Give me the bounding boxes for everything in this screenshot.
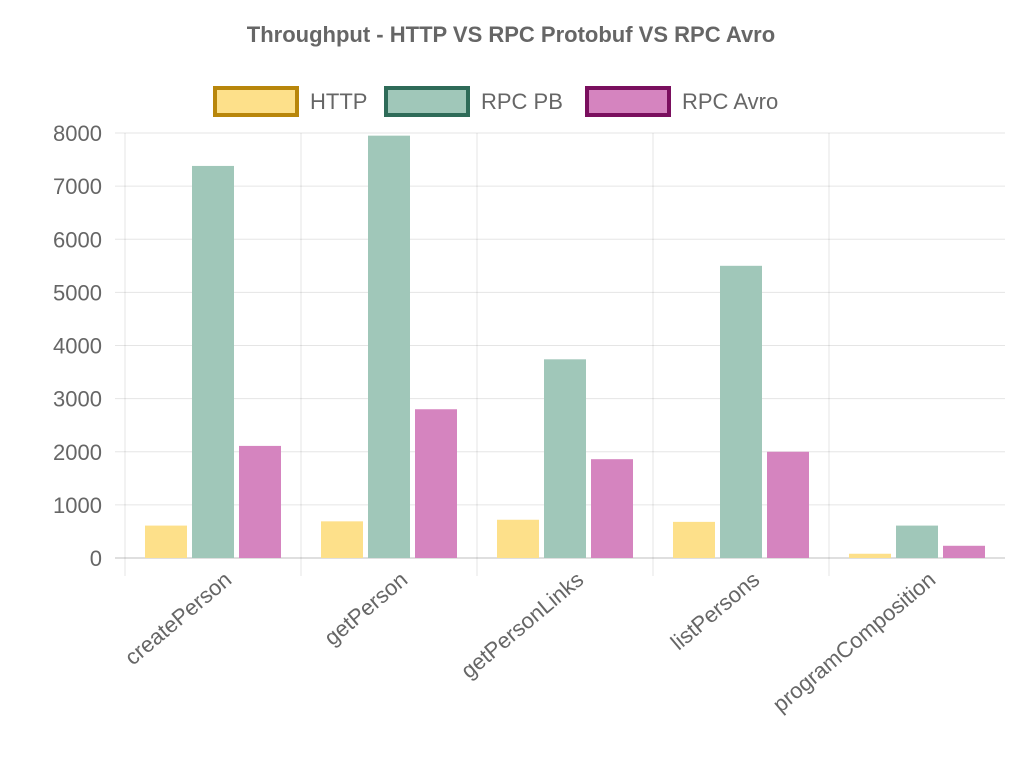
legend-swatch: [213, 86, 299, 117]
legend-label: RPC Avro: [682, 89, 778, 114]
legend-item-rpc-avro[interactable]: RPC Avro: [585, 86, 778, 117]
bar-http-listPersons[interactable]: [673, 521, 715, 558]
bar-rpc-pb-createPerson[interactable]: [192, 165, 234, 558]
y-tick-label: 8000: [53, 121, 102, 146]
x-axis-ticks: createPerson getPerson getPersonLinks listP…: [120, 567, 940, 717]
x-tick-label: programComposition: [768, 567, 940, 717]
bar-rpc-avro-getPersonLinks[interactable]: [591, 459, 633, 558]
y-tick-label: 0: [90, 546, 102, 571]
legend-swatch: [585, 86, 671, 117]
legend-swatch: [384, 86, 470, 117]
legend-item-http[interactable]: HTTP: [213, 86, 367, 117]
bar-http-programComposition[interactable]: [849, 553, 891, 558]
bar-rpc-pb-listPersons[interactable]: [720, 265, 762, 558]
x-tick-label: createPerson: [120, 567, 236, 670]
y-tick-label: 3000: [53, 387, 102, 412]
legend-item-rpc-pb[interactable]: RPC PB: [384, 86, 563, 117]
legend-label: HTTP: [310, 89, 367, 114]
y-tick-label: 4000: [53, 334, 102, 359]
bar-rpc-avro-listPersons[interactable]: [767, 451, 809, 558]
bar-http-createPerson[interactable]: [145, 525, 187, 558]
bar-rpc-avro-programComposition[interactable]: [943, 545, 985, 558]
y-tick-label: 2000: [53, 440, 102, 465]
bar-rpc-pb-programComposition[interactable]: [896, 525, 938, 558]
chart-title: Throughput - HTTP VS RPC Protobuf VS RPC…: [247, 22, 775, 47]
bars: [145, 135, 985, 558]
legend-label: RPC PB: [481, 89, 563, 114]
x-tick-label: listPersons: [666, 567, 764, 655]
bar-http-getPersonLinks[interactable]: [497, 519, 539, 558]
y-tick-label: 7000: [53, 174, 102, 199]
y-tick-label: 5000: [53, 280, 102, 305]
y-tick-label: 6000: [53, 227, 102, 252]
x-tick-label: getPersonLinks: [456, 567, 588, 684]
y-axis-ticks: 0 1000 2000 3000 4000 5000 6000 7000 8000: [53, 121, 102, 571]
bar-http-getPerson[interactable]: [321, 521, 363, 558]
legend: HTTP RPC PB RPC Avro: [213, 86, 778, 117]
x-tick-label: getPerson: [319, 567, 412, 651]
y-tick-label: 1000: [53, 493, 102, 518]
bar-rpc-avro-createPerson[interactable]: [239, 445, 281, 558]
bar-rpc-pb-getPerson[interactable]: [368, 135, 410, 558]
bar-rpc-avro-getPerson[interactable]: [415, 409, 457, 558]
bar-rpc-pb-getPersonLinks[interactable]: [544, 359, 586, 558]
